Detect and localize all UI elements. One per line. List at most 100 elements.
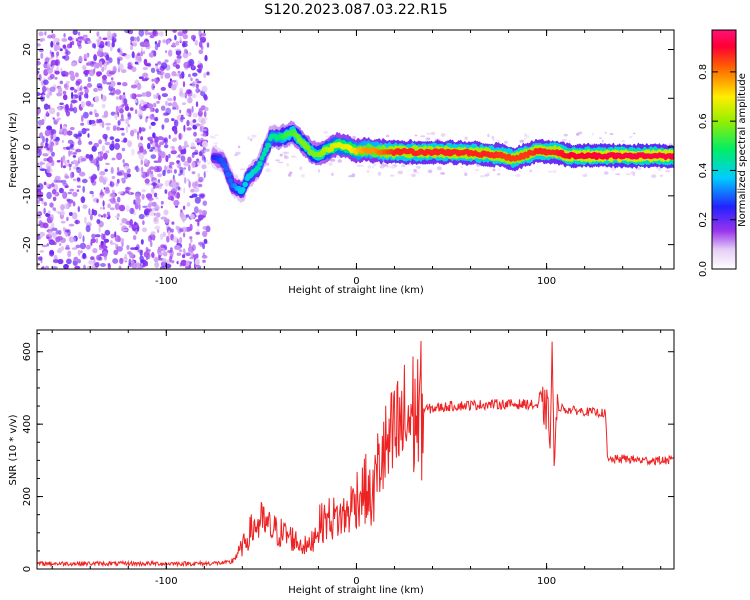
spectrogram-noise-cell: [117, 120, 121, 126]
spectrogram-noise-cell: [174, 73, 181, 77]
spectrogram-noise-cell: [37, 162, 40, 166]
spectrogram-noise-cell: [155, 79, 159, 85]
spectrogram-noise-cell: [88, 155, 94, 162]
spectrogram-noise-cell: [149, 136, 154, 140]
spectrogram-noise-cell: [39, 250, 45, 253]
spectrogram-noise-cell: [195, 101, 199, 108]
spectrogram-noise-cell: [203, 72, 207, 79]
spectrogram-noise-cell: [167, 39, 171, 44]
spectrogram-x-label: Height of straight line (km): [288, 285, 424, 296]
spectrogram-noise-cell: [39, 132, 44, 139]
spectrogram-noise-cell: [111, 157, 116, 161]
spectrogram-noise-cell: [102, 133, 108, 140]
spectrogram-noise-cell: [76, 189, 80, 192]
spectrogram-noise-cell: [190, 142, 195, 148]
spectrogram-noise-cell: [96, 199, 99, 203]
spectrogram-noise-cell: [37, 147, 40, 154]
spectrogram-noise-cell: [114, 203, 120, 210]
spectrogram-noise-cell: [159, 141, 164, 146]
spectrogram-noise-cell: [125, 186, 130, 194]
spectrogram-noise-cell: [61, 38, 68, 42]
spectrogram-noise-cell: [133, 211, 136, 216]
spectrogram-noise-cell: [54, 70, 60, 75]
spectrogram-noise-cell: [192, 119, 197, 123]
spectrogram-noise-cell: [151, 83, 155, 91]
spectrogram-noise-cell: [77, 140, 82, 146]
spectrogram-noise-cell: [203, 171, 206, 179]
spectrogram-noise-cell: [173, 128, 178, 135]
spectrogram-noise-cell: [201, 85, 208, 93]
spectrogram-noise-cell: [200, 123, 203, 127]
spectrogram-noise-cell: [187, 164, 191, 172]
spectrogram-noise-cell: [103, 110, 109, 118]
spectrogram-noise-cell: [46, 236, 50, 240]
spectrogram-noise-cell: [124, 54, 131, 60]
spectrogram-noise-cell: [176, 252, 182, 256]
spectrogram-noise-cell: [181, 102, 187, 105]
spectrogram-noise-cell: [141, 189, 146, 193]
spectrogram-ridge-cell: [305, 145, 311, 151]
spectrogram-noise-cell: [50, 59, 57, 66]
spectrogram-noise-cell: [93, 175, 98, 179]
spectrogram-noise-cell: [105, 162, 110, 166]
spectrogram-noise-cell: [82, 34, 88, 38]
spectrogram-noise-cell: [172, 30, 177, 33]
spectrogram-noise-cell: [161, 124, 165, 130]
spectrogram-noise-cell: [37, 143, 40, 146]
spectrogram-speckle: [300, 174, 305, 178]
spectrogram-speckle: [604, 131, 607, 134]
spectrogram-noise-cell: [157, 146, 161, 153]
spectrogram-noise-cell: [41, 244, 48, 248]
spectrogram-noise-cell: [104, 229, 111, 236]
spectrogram-noise-cell: [202, 259, 206, 263]
spectrogram-noise-cell: [125, 204, 130, 213]
spectrogram-noise-cell: [67, 191, 73, 195]
spectrogram-noise-cell: [92, 209, 98, 216]
spectrogram-noise-cell: [77, 130, 82, 138]
spectrogram-noise-cell: [114, 142, 120, 150]
spectrogram-noise-cell: [123, 137, 128, 143]
spectrogram-noise-cell: [118, 108, 124, 114]
spectrogram-noise-cell: [152, 30, 157, 36]
spectrogram-noise-cell: [192, 112, 199, 118]
spectrogram-noise-cell: [118, 170, 125, 176]
spectrogram-noise-cell: [92, 248, 98, 254]
spectrogram-noise-cell: [80, 157, 87, 162]
spectrogram-speckle: [464, 172, 468, 177]
spectrogram-noise-cell: [121, 113, 124, 121]
spectrogram-speckle: [487, 133, 490, 138]
spectrogram-y-label: Frequency (Hz): [8, 112, 19, 188]
spectrogram-noise-cell: [96, 31, 100, 37]
spectrogram-noise-cell: [170, 228, 174, 233]
spectrogram-noise-cell: [108, 92, 115, 96]
spectrogram-noise-cell: [145, 171, 150, 177]
spectrogram-noise-cell: [98, 139, 102, 145]
spectrogram-noise-cell: [145, 116, 149, 119]
spectrogram-speckle: [250, 138, 253, 142]
spectrogram-noise-cell: [114, 111, 118, 115]
spectrogram-noise-cell: [99, 122, 103, 127]
y-tick-label: 400: [22, 415, 33, 434]
spectrogram-noise-cell: [150, 154, 157, 160]
spectrogram-noise-cell: [194, 258, 200, 266]
spectrogram-noise-cell: [202, 131, 208, 137]
spectrogram-noise-cell: [43, 202, 48, 207]
spectrogram-noise-cell: [101, 145, 106, 152]
spectrogram-noise-cell: [124, 30, 131, 34]
spectrogram-noise-cell: [202, 252, 206, 256]
spectrogram-noise-cell: [155, 63, 158, 66]
spectrogram-noise-cell: [142, 128, 145, 132]
spectrogram-ridge-cell: [228, 178, 233, 184]
spectrogram-noise-cell: [61, 73, 67, 77]
spectrogram-noise-cell: [83, 264, 86, 269]
spectrogram-noise-cell: [83, 111, 89, 119]
spectrogram-noise-cell: [154, 41, 157, 45]
spectrogram-noise-cell: [86, 244, 91, 250]
spectrogram-noise-cell: [140, 159, 144, 166]
spectrogram-speckle: [492, 138, 495, 142]
spectrogram-noise-cell: [53, 207, 57, 211]
spectrogram-noise-cell: [38, 74, 42, 81]
spectrogram-noise-cell: [141, 92, 147, 97]
spectrogram-noise-cell: [102, 152, 108, 160]
